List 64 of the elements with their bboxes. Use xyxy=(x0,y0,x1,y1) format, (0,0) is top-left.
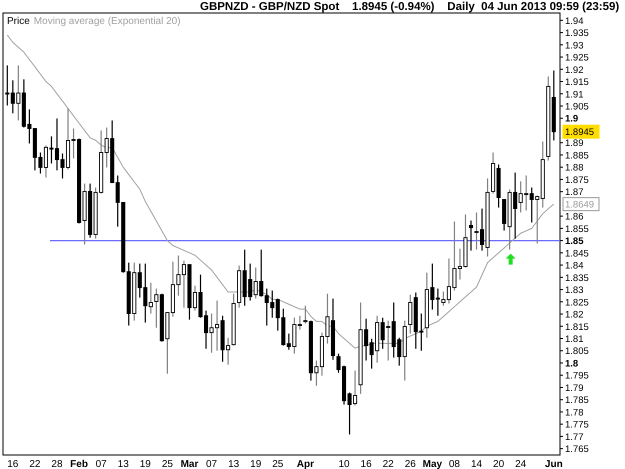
x-tick-label: 16 xyxy=(360,459,372,469)
x-tick-label: 13 xyxy=(228,459,240,469)
y-tick-label: 1.77 xyxy=(565,432,584,443)
x-tick-label: 24 xyxy=(515,459,527,469)
x-tick-label: Apr xyxy=(296,459,314,469)
y-tick-label: 1.79 xyxy=(565,382,584,394)
x-tick-label: 19 xyxy=(250,459,262,469)
x-tick-label: 13 xyxy=(118,459,130,469)
x-tick-label: 28 xyxy=(51,459,63,469)
y-tick-label: 1.82 xyxy=(565,310,584,321)
y-tick-label: 1.81 xyxy=(565,334,584,346)
x-tick-label: Mar xyxy=(180,459,198,469)
y-tick-label: 1.905 xyxy=(565,102,589,112)
y-tick-label: 1.805 xyxy=(565,346,589,358)
x-tick-label: 07 xyxy=(206,459,218,469)
text: Moving average (Exponential 20) xyxy=(34,16,181,27)
y-tick-label: 1.915 xyxy=(565,77,589,88)
y-tick-label: 1.94 xyxy=(565,16,584,27)
x-tick-label: 25 xyxy=(272,459,284,469)
x-tick-label: 16 xyxy=(7,459,19,469)
x-tick-label: 22 xyxy=(382,459,394,469)
y-tick-label: 1.86 xyxy=(565,212,584,223)
y-tick-label: 1.775 xyxy=(565,420,589,431)
y-tick-label: 1.8 xyxy=(565,358,578,370)
x-tick-label: May xyxy=(422,459,443,469)
y-tick-label: 1.92 xyxy=(565,64,584,76)
y-tick-label: 1.765 xyxy=(565,444,589,456)
y-tick-label: 1.925 xyxy=(565,52,589,64)
y-tick-label: 1.84 xyxy=(565,260,584,272)
x-tick-label: 20 xyxy=(493,459,505,469)
candlestick xyxy=(468,220,474,252)
x-tick-label: 25 xyxy=(162,459,174,469)
y-tick-label: 1.785 xyxy=(565,395,589,406)
x-tick-label: 26 xyxy=(404,459,416,469)
y-tick-label: 1.845 xyxy=(565,248,589,260)
x-tick-label: Feb xyxy=(70,459,88,469)
y-tick-label: 1.875 xyxy=(565,174,589,186)
y-tick-label: 1.825 xyxy=(565,297,589,308)
y-tick-label: 1.91 xyxy=(565,89,584,100)
annotation: 1.8649 xyxy=(565,200,594,211)
y-tick-label: 1.855 xyxy=(565,224,589,235)
x-tick-label: 14 xyxy=(470,459,483,469)
x-tick-label: 22 xyxy=(29,459,41,469)
y-tick-label: 1.89 xyxy=(565,138,584,150)
y-tick-label: 1.935 xyxy=(565,28,589,40)
y-tick-label: 1.88 xyxy=(565,162,584,174)
chart-title: GBPNZD - GBP/NZD Spot 1.8945 (-0.94%) Daily 04 Jun 2013 09:59 (23:59) xyxy=(200,1,620,13)
y-tick-label: 1.83 xyxy=(565,285,584,296)
x-tick-label: 07 xyxy=(96,459,108,469)
y-tick-label: 1.835 xyxy=(565,272,589,284)
y-tick-label: 1.78 xyxy=(565,407,584,418)
y-tick-label: 1.815 xyxy=(565,322,589,333)
y-tick-label: 1.87 xyxy=(565,187,584,198)
y-tick-label: 1.795 xyxy=(565,370,589,382)
text: Price xyxy=(7,16,30,27)
y-tick-label: 1.93 xyxy=(565,40,584,52)
x-tick-label: 08 xyxy=(448,459,460,469)
y-tick-label: 1.85 xyxy=(565,236,584,248)
x-tick-label: Jun xyxy=(544,459,563,469)
annotation: 1.8945 xyxy=(565,127,594,138)
x-tick-label: 10 xyxy=(338,459,350,469)
x-tick-label: 19 xyxy=(140,459,152,469)
y-tick-label: 1.9 xyxy=(565,114,578,125)
y-tick-label: 1.885 xyxy=(565,150,589,162)
